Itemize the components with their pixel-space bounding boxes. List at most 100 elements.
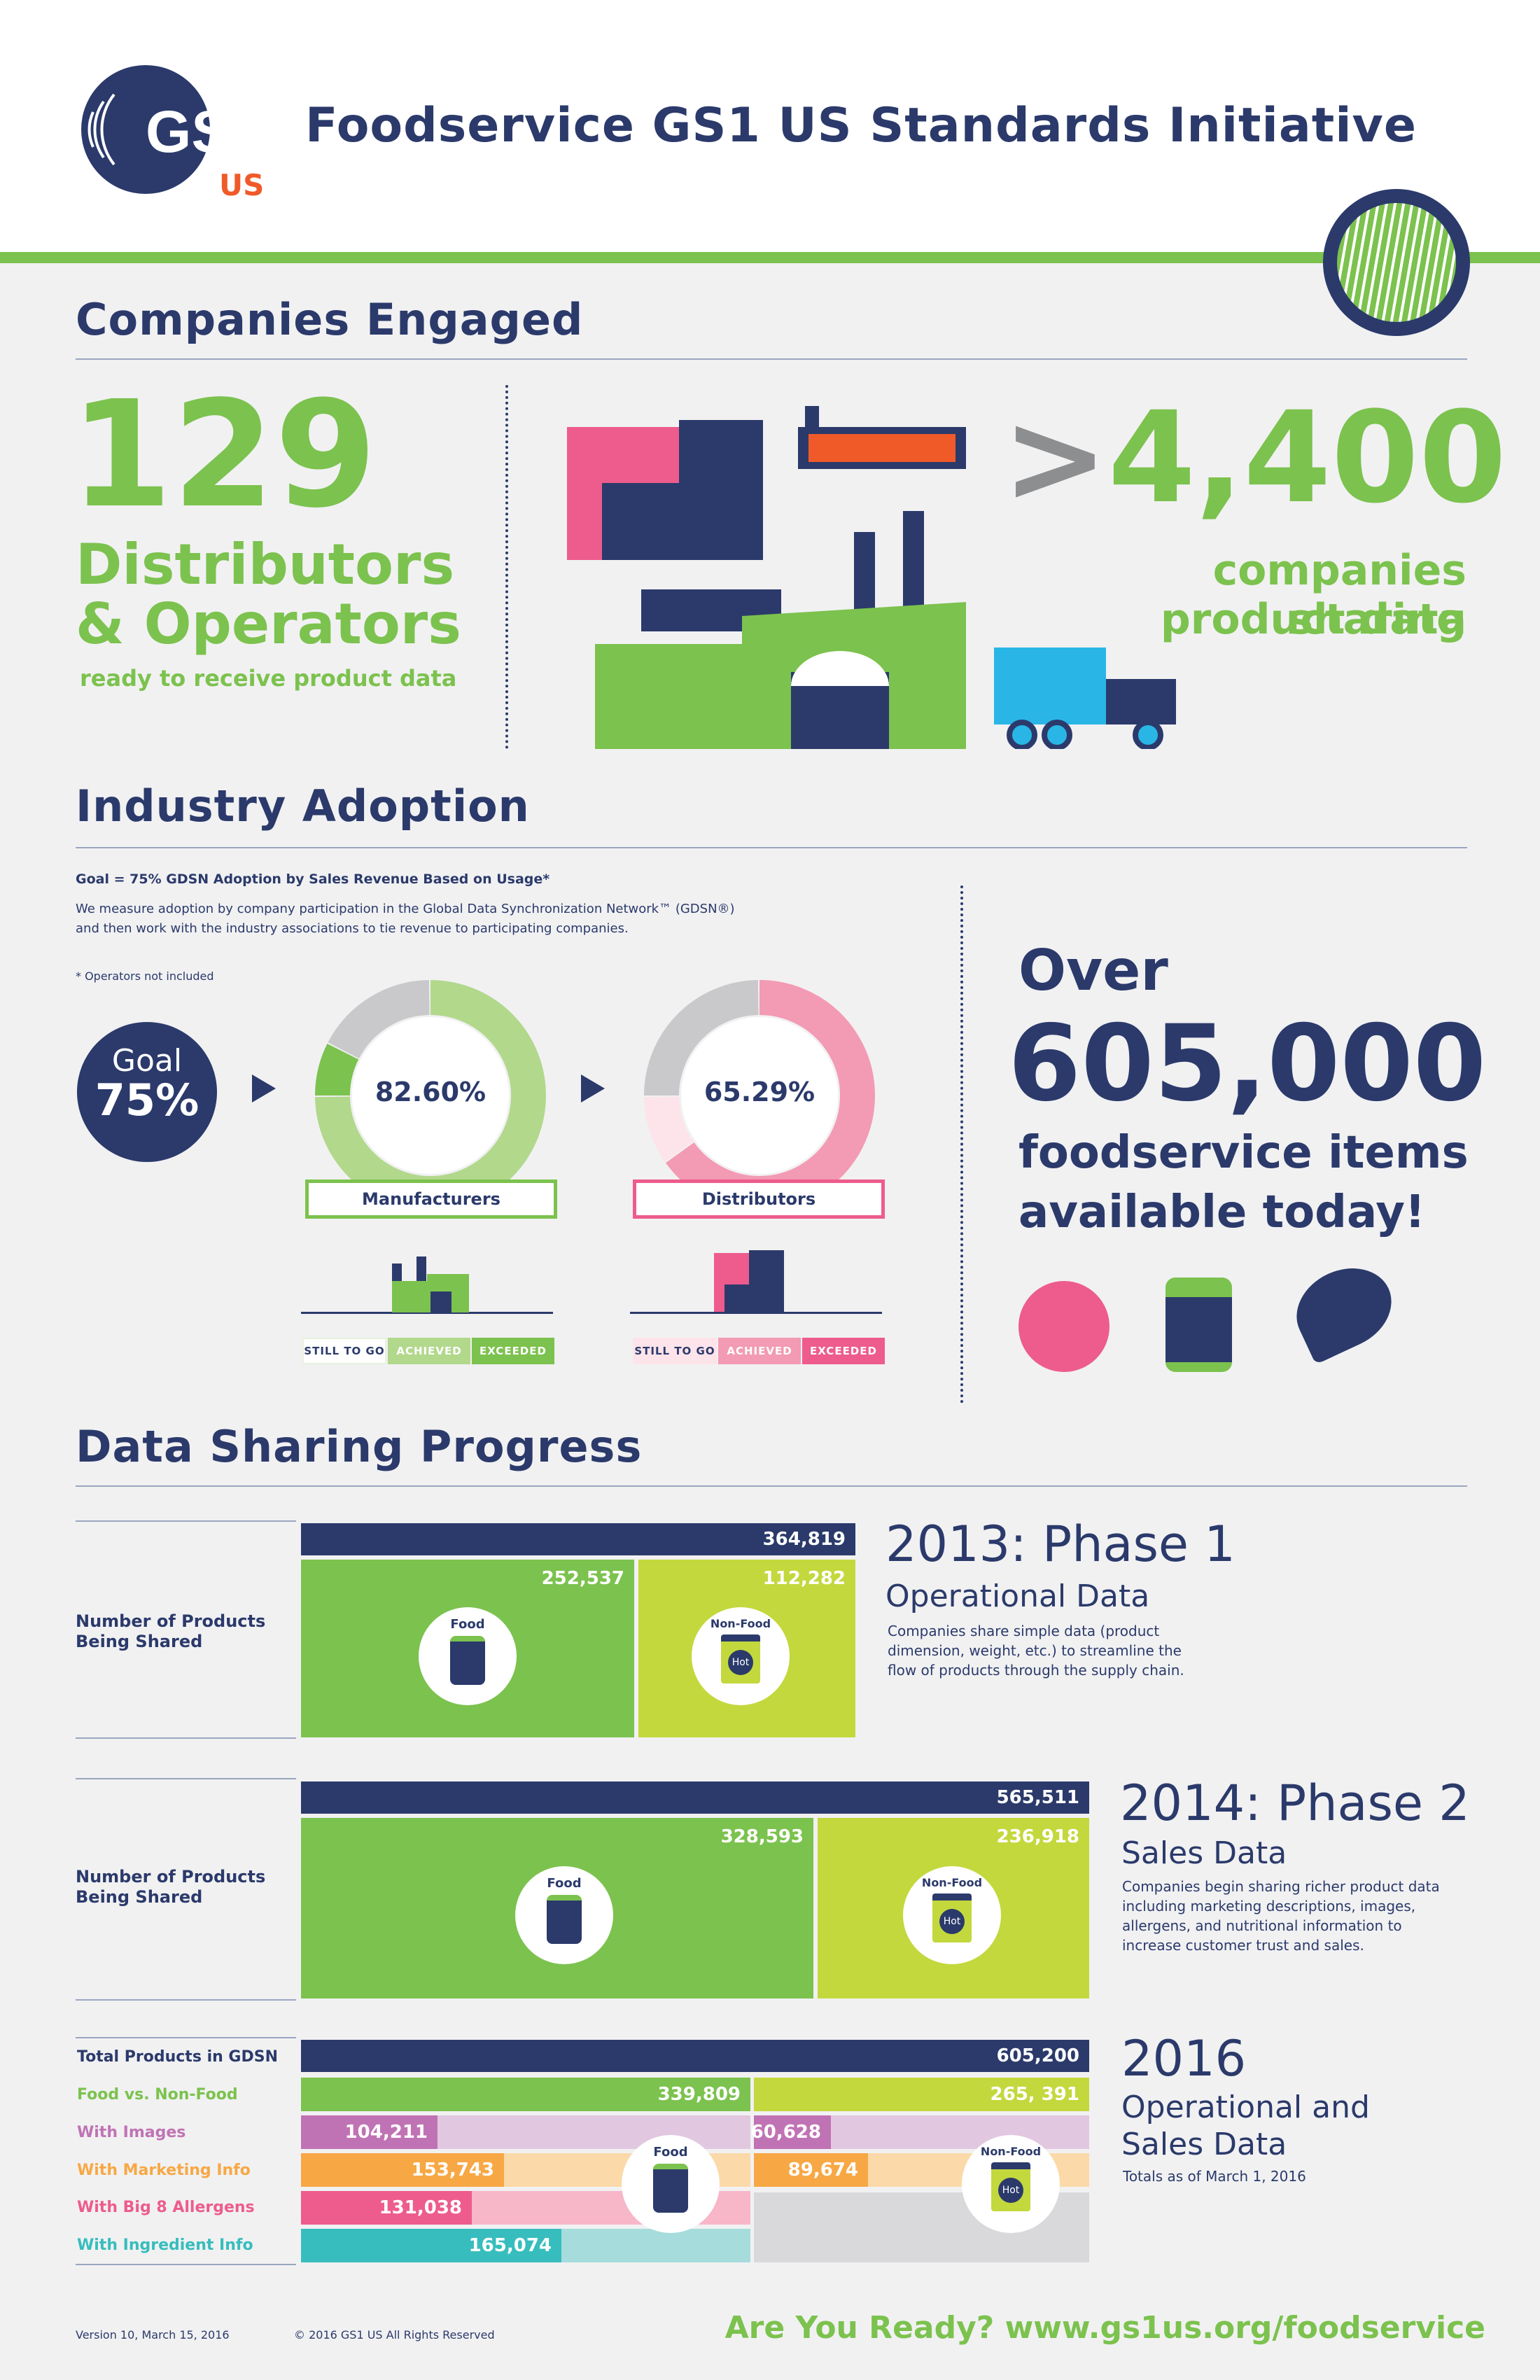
phase3-subtitle-2: Sales Data: [1121, 2127, 1287, 2162]
phase1-desc-2: dimension, weight, etc.) to streamline t…: [888, 1642, 1182, 1659]
phase2-desc-3: allergens, and nutritional information t…: [1122, 1917, 1402, 1934]
factory-small-icon: [301, 1256, 553, 1314]
phase3-note: Totals as of March 1, 2016: [1123, 2168, 1306, 2185]
distributors-number: 129: [70, 369, 377, 540]
can-icon: [450, 1636, 485, 1685]
can-icon: [547, 1895, 582, 1944]
phase1-food-value: 252,537: [541, 1568, 624, 1589]
footer-version: Version 10, March 15, 2016: [76, 2328, 230, 2342]
legend-exceeded-d: EXCEEDED: [802, 1338, 885, 1364]
phase3-label-allergens: With Big 8 Allergens: [77, 2199, 255, 2216]
phase1-nonfood-label: Non-Food: [710, 1617, 771, 1630]
gs1-logo: GS1 US: [76, 59, 265, 202]
manufacturers-achieved-segment: [315, 980, 546, 1211]
phase3-total-bar: 605,200: [301, 2040, 1089, 2072]
header-rule: [0, 252, 1540, 263]
phase2-food-value: 328,593: [720, 1826, 804, 1847]
legend-exceeded-m: EXCEEDED: [472, 1338, 554, 1364]
phase3-rule-bottom: [76, 2264, 296, 2265]
distributors-still-to-go-segment: [644, 1096, 694, 1162]
logo-main: GS1: [146, 99, 264, 164]
phase2-food-can-icon: Food: [515, 1866, 613, 1964]
phase3-nonfood-bar: 265, 391: [754, 2078, 1089, 2111]
distributors-line2: & Operators: [76, 592, 461, 657]
phase2-row-label-1: Number of Products: [76, 1867, 266, 1886]
phase3-label-food: Food vs. Non-Food: [77, 2086, 238, 2104]
factory-icon: [567, 406, 1176, 750]
goal-heading: Goal = 75% GDSN Adoption by Sales Revenu…: [76, 872, 550, 887]
phase2-nonfood-value: 236,918: [996, 1826, 1079, 1847]
legend-achieved-m: ACHIEVED: [388, 1338, 470, 1364]
goal-circle: Goal 75%: [77, 1022, 217, 1162]
progress-rule: [76, 1485, 1467, 1487]
progress-section-title: Data Sharing Progress: [76, 1421, 643, 1472]
distributor-building-icon: [630, 1246, 882, 1316]
items-number: 605,000: [1008, 1003, 1487, 1125]
phase3-marketing-food: 153,743: [301, 2153, 504, 2187]
companies-section-title: Companies Engaged: [76, 294, 584, 345]
manufacturers-value: 82.60%: [374, 1077, 486, 1107]
adoption-rule: [76, 847, 1467, 848]
phase3-images-nonfood: 60,628: [751, 2115, 831, 2149]
companies-rule: [76, 358, 1467, 360]
phase2-total-bar: 565,511: [301, 1782, 1089, 1814]
distributors-line1: Distributors: [76, 532, 455, 597]
arrow-icon-2: [581, 1074, 605, 1102]
phase1-food-label: Food: [450, 1617, 485, 1632]
goal-description-line1: We measure adoption by company participa…: [76, 902, 735, 916]
items-line1: foodservice items: [1018, 1127, 1469, 1179]
distributors-label: Distributors: [633, 1180, 885, 1219]
phase3-nonfood-label: Non-Food: [980, 2145, 1042, 2158]
phase3-title: 2016: [1121, 2030, 1247, 2087]
distributors-value: 65.29%: [704, 1077, 816, 1107]
phase2-title: 2014: Phase 2: [1120, 1774, 1470, 1832]
goal-label: Goal: [111, 1043, 183, 1079]
legend-achieved-d: ACHIEVED: [718, 1338, 801, 1364]
manufacturer-building-icon: [301, 1253, 553, 1316]
phase2-nonfood-label: Non-Food: [921, 1876, 983, 1889]
phase1-title: 2013: Phase 1: [886, 1516, 1236, 1573]
header: [0, 0, 1540, 252]
phase1-desc-3: flow of products through the supply chai…: [888, 1662, 1184, 1679]
manufacturers-exceeded-segment: [315, 1044, 359, 1096]
phase2-desc-1: Companies begin sharing richer product d…: [1122, 1878, 1440, 1895]
phase3-food-bar: 339,809: [301, 2078, 750, 2111]
warehouse-small-icon: [630, 1250, 882, 1314]
companies-caption-line1: companies sharing: [1212, 546, 1466, 644]
companies-prefix: >: [1002, 385, 1108, 531]
cup-icon: Hot: [991, 2162, 1030, 2211]
tomato-icon: [1018, 1281, 1110, 1372]
phase3-ingredients-food: 165,074: [301, 2229, 561, 2262]
phase2-rule-bottom: [76, 1999, 296, 2001]
phase2-food-label: Food: [547, 1876, 582, 1891]
cup-icon: Hot: [721, 1634, 760, 1684]
phase1-total-bar: 364,819: [301, 1523, 855, 1555]
over-label: Over: [1018, 938, 1168, 1003]
phase1-row-label-2: Being Shared: [76, 1632, 203, 1651]
phase1-desc-1: Companies share simple data (product: [888, 1623, 1160, 1639]
manufacturers-center: [352, 1017, 509, 1174]
phase1-nonfood-cup-icon: Non-Food Hot: [692, 1607, 790, 1705]
fork-barcode-icon: [1337, 203, 1456, 322]
manufacturers-donut: 82.60%: [308, 973, 553, 1218]
phase3-rule-top: [76, 2037, 296, 2038]
footer-cta-link[interactable]: Are You Ready? www.gs1us.org/foodservice: [724, 2310, 1485, 2346]
phase1-rule-bottom: [76, 1737, 296, 1739]
phase2-nonfood-cup-icon: Non-Food Hot: [903, 1866, 1001, 1964]
jar-icon: [1166, 1278, 1232, 1372]
phase2-row-label-2: Being Shared: [76, 1887, 203, 1907]
page-title: Foodservice GS1 US Standards Initiative: [305, 98, 1417, 153]
distributors-caption: ready to receive product data: [80, 665, 457, 692]
distributors-center: [681, 1017, 838, 1174]
footnote: * Operators not included: [76, 969, 214, 983]
cup-icon: Hot: [932, 1893, 972, 1942]
phase3-allergens-food: 131,038: [301, 2191, 472, 2225]
legend-still-to-go-m: STILL TO GO: [302, 1338, 386, 1364]
phase3-food-can-icon: Food: [622, 2135, 720, 2233]
arrow-icon-1: [252, 1074, 276, 1102]
gs1-logo-icon: [81, 65, 210, 194]
footer-copyright: © 2016 GS1 US All Rights Reserved: [294, 2328, 495, 2342]
phase1-hot-label: Hot: [728, 1650, 753, 1675]
phase3-hot-label: Hot: [998, 2178, 1023, 2203]
phase2-subtitle: Sales Data: [1121, 1835, 1287, 1871]
